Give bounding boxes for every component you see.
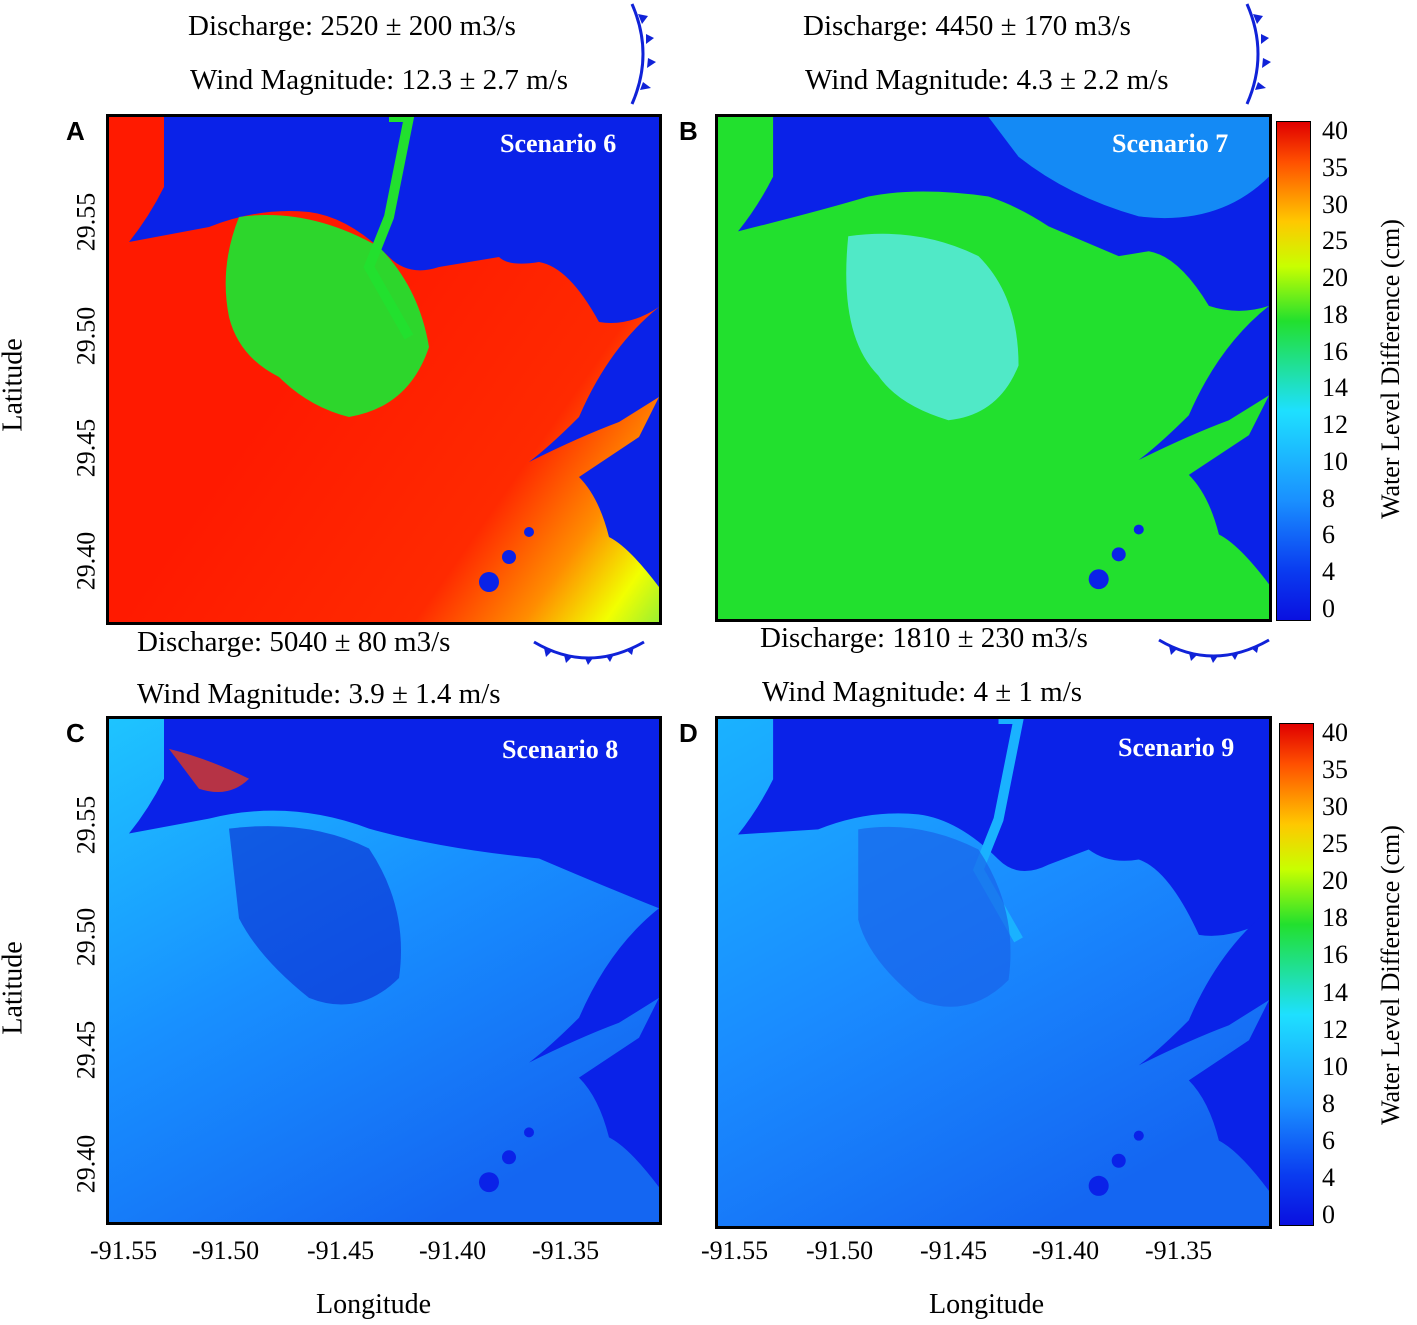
scenario-label-a: Scenario 6 bbox=[500, 129, 617, 158]
xlabel-left: Longitude bbox=[316, 1289, 432, 1320]
colorbar-tick-label: 20 bbox=[1322, 866, 1348, 896]
heatmap-c-graphic bbox=[109, 719, 659, 1222]
colorbar-tick-label: 14 bbox=[1322, 977, 1348, 1007]
scenario-label-d: Scenario 9 bbox=[1118, 733, 1235, 762]
ytick-a-29.40: 29.40 bbox=[71, 531, 101, 591]
xtick-d-1: -91.55 bbox=[701, 1236, 769, 1265]
colorbar-tick-label: 12 bbox=[1322, 1014, 1348, 1044]
colorbar-tick-label: 10 bbox=[1322, 1051, 1348, 1081]
colorbar-tick-label: 16 bbox=[1322, 336, 1348, 366]
xtick-c-5: -91.35 bbox=[532, 1236, 600, 1265]
wind-a: Wind Magnitude: 12.3 ± 2.7 m/s bbox=[190, 64, 569, 96]
warm-front-symbol-d bbox=[1158, 638, 1270, 663]
panel-letter-c: C bbox=[66, 718, 85, 748]
ytick-c-29.50: 29.50 bbox=[71, 907, 101, 967]
colorbar-tick-label: 6 bbox=[1322, 520, 1335, 550]
discharge-b: Discharge: 4450 ± 170 m3/s bbox=[803, 10, 1131, 42]
panel-letter-d: D bbox=[679, 718, 698, 748]
wind-c: Wind Magnitude: 3.9 ± 1.4 m/s bbox=[137, 678, 501, 710]
xtick-c-3: -91.45 bbox=[307, 1236, 375, 1265]
colorbar-tick-label: 30 bbox=[1322, 792, 1348, 822]
heatmap-d-graphic bbox=[718, 719, 1269, 1226]
colorbar-bottom bbox=[1279, 723, 1314, 1226]
colorbar-tick-label: 35 bbox=[1322, 755, 1348, 785]
colorbar-tick-label: 0 bbox=[1322, 594, 1335, 623]
colorbar-tick-label: 18 bbox=[1322, 299, 1348, 329]
heatmap-a-graphic bbox=[109, 117, 659, 622]
ytick-c-29.45: 29.45 bbox=[71, 1020, 101, 1080]
colorbar-tick-label: 0 bbox=[1322, 1200, 1335, 1229]
ytick-a-29.55: 29.55 bbox=[71, 192, 101, 252]
colorbar-tick-label: 40 bbox=[1322, 718, 1348, 747]
heatmap-b-graphic bbox=[718, 117, 1269, 619]
heatmap-panel-c bbox=[106, 716, 662, 1225]
xtick-c-4: -91.40 bbox=[419, 1236, 487, 1265]
heatmap-panel-d bbox=[715, 716, 1272, 1229]
panel-letter-b: B bbox=[679, 116, 698, 146]
xtick-c-2: -91.50 bbox=[192, 1236, 260, 1265]
scenario-label-c: Scenario 8 bbox=[502, 735, 619, 764]
ytick-c-29.55: 29.55 bbox=[71, 795, 101, 855]
xtick-d-5: -91.35 bbox=[1145, 1236, 1213, 1265]
ylabel-top: Latitude bbox=[0, 338, 29, 432]
warm-front-symbol-c bbox=[533, 640, 645, 665]
scenario-label-b: Scenario 7 bbox=[1112, 129, 1229, 158]
colorbar-tick-label: 40 bbox=[1322, 116, 1348, 145]
colorbar-top bbox=[1276, 121, 1311, 621]
colorbar-label-top: Water Level Difference (cm) bbox=[1375, 219, 1405, 519]
xtick-d-4: -91.40 bbox=[1032, 1236, 1100, 1265]
colorbar-tick-label: 4 bbox=[1322, 1162, 1335, 1192]
colorbar-tick-label: 35 bbox=[1322, 152, 1348, 182]
panel-letter-a: A bbox=[66, 116, 85, 146]
wind-b: Wind Magnitude: 4.3 ± 2.2 m/s bbox=[805, 64, 1169, 96]
colorbar-tick-label: 4 bbox=[1322, 557, 1335, 587]
wind-d: Wind Magnitude: 4 ± 1 m/s bbox=[762, 676, 1083, 708]
colorbar-tick-label: 8 bbox=[1322, 1088, 1335, 1118]
xtick-d-3: -91.45 bbox=[920, 1236, 988, 1265]
cold-front-symbol-b bbox=[1245, 3, 1271, 105]
heatmap-panel-b bbox=[715, 114, 1272, 622]
cold-front-symbol-a bbox=[630, 3, 656, 105]
discharge-c: Discharge: 5040 ± 80 m3/s bbox=[137, 626, 451, 658]
colorbar-tick-label: 30 bbox=[1322, 189, 1348, 219]
discharge-d: Discharge: 1810 ± 230 m3/s bbox=[760, 622, 1088, 654]
ylabel-bottom: Latitude bbox=[0, 941, 29, 1035]
colorbar-tick-label: 10 bbox=[1322, 446, 1348, 476]
discharge-a: Discharge: 2520 ± 200 m3/s bbox=[188, 10, 516, 42]
colorbar-tick-label: 16 bbox=[1322, 940, 1348, 970]
colorbar-tick-label: 14 bbox=[1322, 373, 1348, 403]
colorbar-tick-label: 8 bbox=[1322, 483, 1335, 513]
ytick-a-29.50: 29.50 bbox=[71, 306, 101, 366]
xlabel-right: Longitude bbox=[929, 1289, 1045, 1320]
colorbar-tick-label: 25 bbox=[1322, 226, 1348, 256]
colorbar-tick-label: 20 bbox=[1322, 263, 1348, 293]
colorbar-tick-label: 25 bbox=[1322, 829, 1348, 859]
xtick-d-2: -91.50 bbox=[806, 1236, 874, 1265]
xtick-c-1: -91.55 bbox=[90, 1236, 158, 1265]
colorbar-tick-label: 18 bbox=[1322, 903, 1348, 933]
ytick-a-29.45: 29.45 bbox=[71, 418, 101, 478]
colorbar-tick-label: 12 bbox=[1322, 410, 1348, 440]
heatmap-panel-a bbox=[106, 114, 662, 625]
colorbar-tick-label: 6 bbox=[1322, 1125, 1335, 1155]
ytick-c-29.40: 29.40 bbox=[71, 1134, 101, 1194]
colorbar-label-bottom: Water Level Difference (cm) bbox=[1375, 825, 1405, 1125]
